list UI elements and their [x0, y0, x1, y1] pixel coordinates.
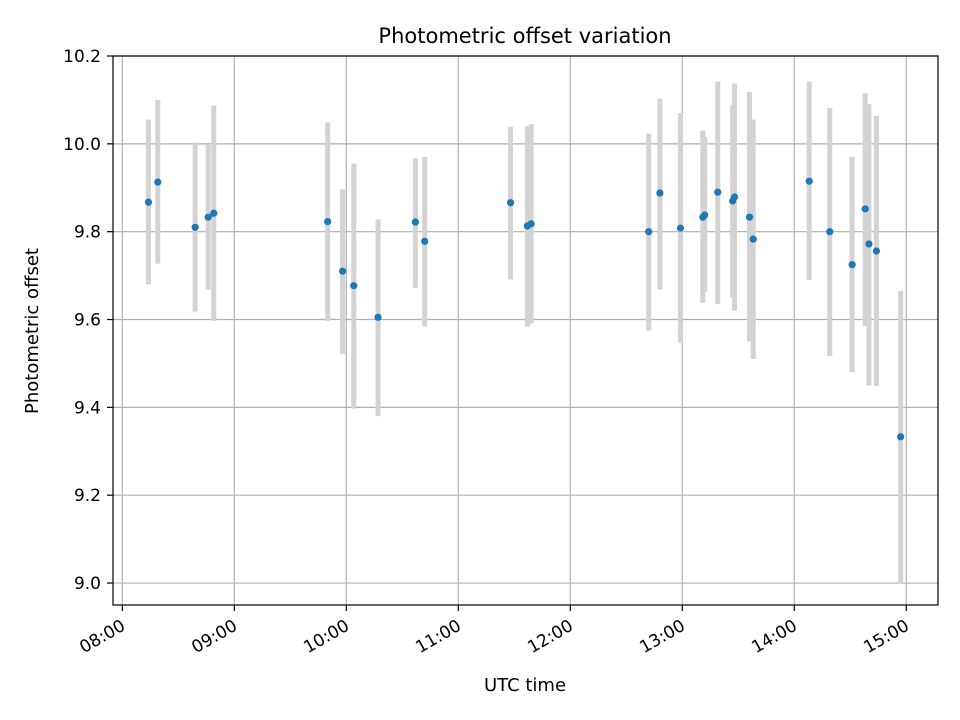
- data-point: [826, 228, 834, 236]
- data-point: [805, 177, 813, 185]
- data-point: [374, 313, 382, 321]
- data-point: [676, 224, 685, 232]
- data-point: [144, 198, 153, 206]
- data-point: [701, 211, 709, 219]
- data-point: [848, 261, 856, 269]
- data-point: [745, 213, 754, 221]
- data-points: [144, 177, 905, 441]
- y-tick-label: 9.4: [74, 398, 101, 418]
- y-axis-title: Photometric offset: [22, 248, 43, 414]
- data-point: [714, 188, 722, 196]
- data-point: [210, 209, 218, 217]
- data-point: [411, 218, 419, 226]
- y-tick-label: 9.0: [74, 574, 101, 594]
- data-point: [154, 178, 162, 186]
- data-point: [191, 223, 199, 231]
- data-point: [421, 237, 429, 245]
- data-point: [872, 247, 881, 255]
- data-point: [749, 235, 757, 243]
- y-tick-label: 10.2: [63, 47, 101, 67]
- y-tick-label: 9.8: [74, 223, 101, 243]
- x-axis-title: UTC time: [484, 675, 566, 696]
- data-point: [656, 189, 664, 197]
- data-point: [865, 240, 873, 248]
- data-point: [324, 217, 332, 226]
- plot-frame: [112, 55, 939, 606]
- data-point: [645, 228, 653, 236]
- data-point: [338, 267, 347, 275]
- data-point: [527, 220, 535, 228]
- y-tick-label: 9.2: [74, 486, 101, 506]
- data-point: [506, 199, 515, 207]
- y-tick-label: 10.0: [63, 135, 101, 155]
- data-point: [730, 193, 739, 201]
- y-axis-ticks: 9.0 9.2 9.4 9.6 9.8 10.0 10.2: [63, 47, 113, 594]
- data-point: [897, 433, 905, 441]
- chart-title: Photometric offset variation: [378, 24, 671, 48]
- data-point: [861, 205, 869, 213]
- data-point: [204, 213, 212, 221]
- data-point: [350, 282, 358, 290]
- y-tick-label: 9.6: [74, 311, 101, 331]
